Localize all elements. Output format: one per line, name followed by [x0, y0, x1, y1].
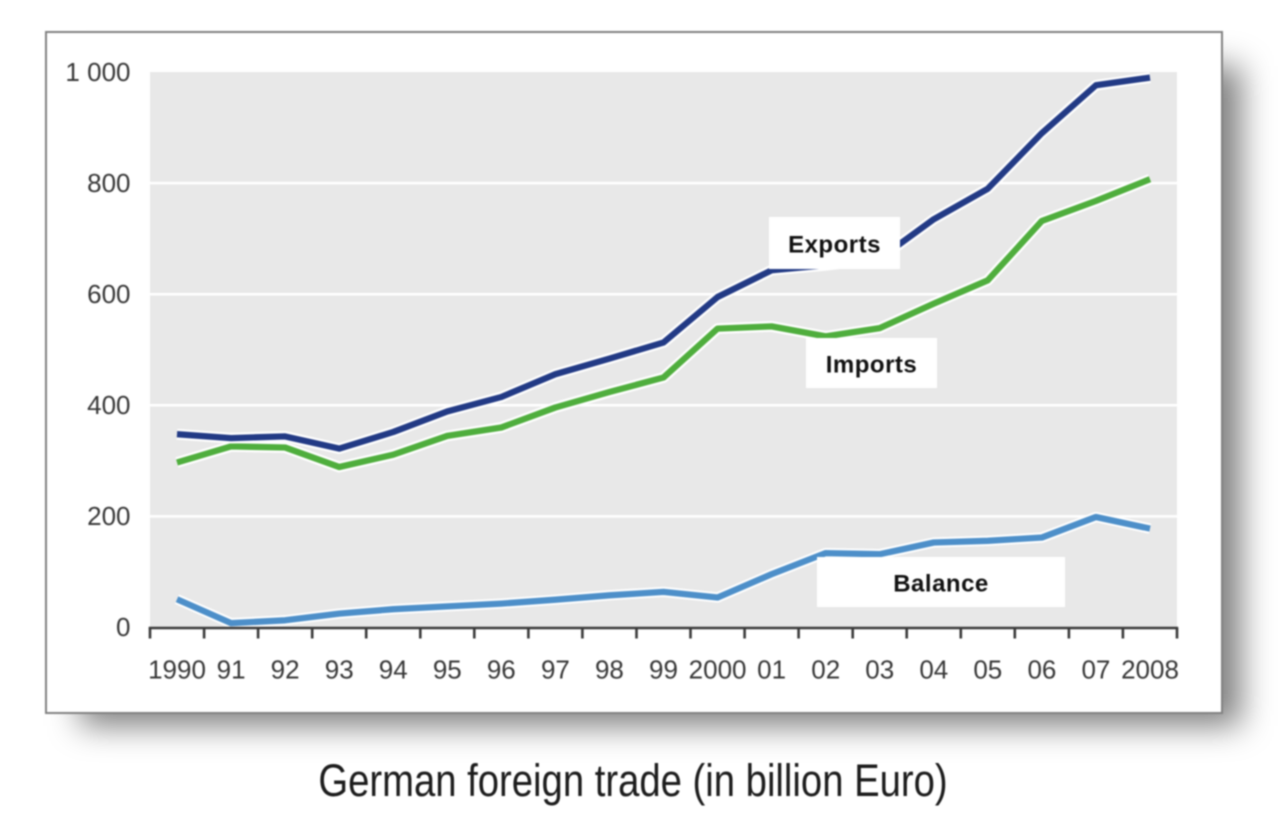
svg-text:600: 600 — [87, 279, 130, 309]
svg-text:200: 200 — [87, 501, 130, 531]
svg-text:98: 98 — [595, 655, 624, 685]
svg-text:95: 95 — [433, 655, 462, 685]
svg-text:800: 800 — [87, 168, 130, 198]
svg-text:Imports: Imports — [826, 352, 918, 379]
svg-text:1 000: 1 000 — [65, 57, 130, 87]
svg-text:94: 94 — [379, 655, 408, 685]
svg-text:05: 05 — [973, 655, 1002, 685]
svg-text:06: 06 — [1027, 655, 1056, 685]
svg-text:0: 0 — [116, 612, 130, 642]
svg-text:93: 93 — [325, 655, 354, 685]
svg-text:02: 02 — [811, 655, 840, 685]
svg-text:04: 04 — [919, 655, 948, 685]
svg-text:2008: 2008 — [1121, 655, 1179, 685]
svg-text:96: 96 — [487, 655, 516, 685]
svg-text:97: 97 — [541, 655, 570, 685]
svg-text:03: 03 — [865, 655, 894, 685]
svg-text:Exports: Exports — [788, 232, 881, 259]
svg-text:Balance: Balance — [893, 571, 989, 598]
svg-text:07: 07 — [1081, 655, 1110, 685]
svg-text:92: 92 — [271, 655, 300, 685]
svg-text:91: 91 — [217, 655, 246, 685]
svg-text:1990: 1990 — [148, 655, 206, 685]
svg-text:01: 01 — [757, 655, 786, 685]
svg-text:2000: 2000 — [689, 655, 747, 685]
svg-text:400: 400 — [87, 390, 130, 420]
svg-text:99: 99 — [649, 655, 678, 685]
